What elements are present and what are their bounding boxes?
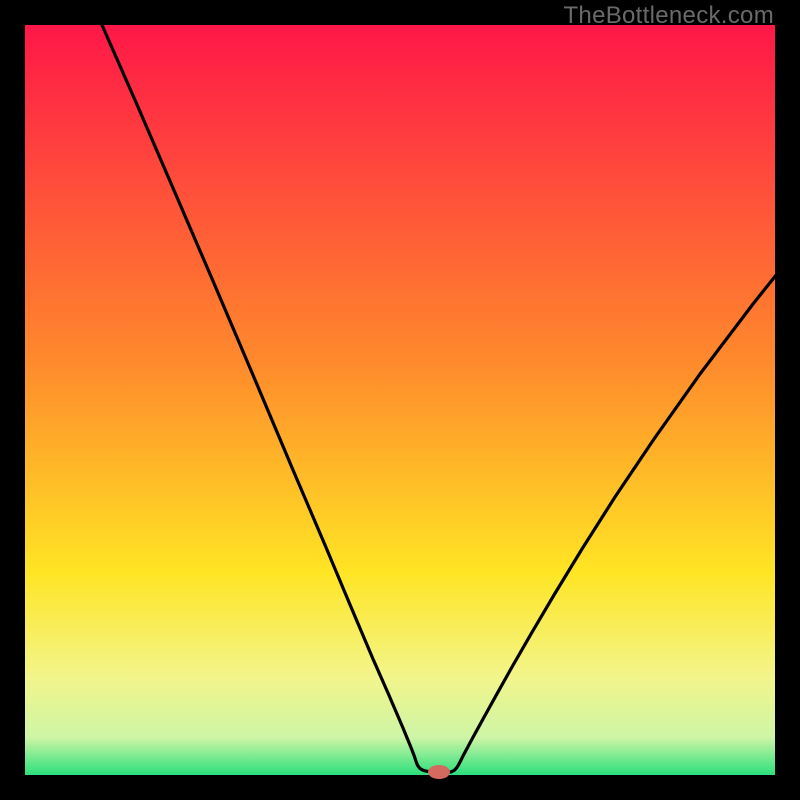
bottleneck-marker bbox=[428, 765, 450, 779]
chart-container: TheBottleneck.com bbox=[0, 0, 800, 800]
bottleneck-curve bbox=[25, 25, 775, 775]
watermark-text: TheBottleneck.com bbox=[563, 2, 774, 30]
